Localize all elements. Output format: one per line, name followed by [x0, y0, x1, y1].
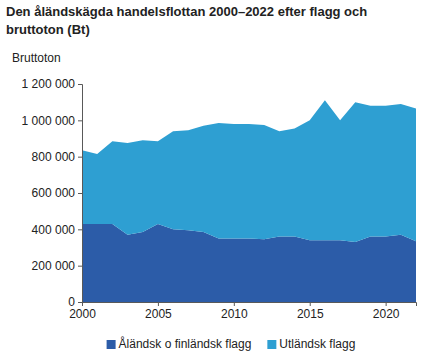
y-tick-label: 600 000	[32, 186, 76, 200]
title: Den åländskägda handelsflottan 2000–2022…	[6, 4, 367, 37]
title-line: Den åländskägda handelsflottan 2000–2022…	[6, 4, 367, 19]
y-tick-label: 800 000	[32, 150, 76, 164]
x-tick-mark	[82, 302, 83, 306]
y-tick: 200 000	[32, 259, 82, 273]
y-axis-line	[78, 85, 83, 303]
x-tick: 2020	[373, 302, 400, 321]
x-axis-line	[83, 303, 417, 307]
area-series	[82, 100, 416, 242]
x-tick-label: 2015	[297, 307, 324, 321]
y-tick-label: 1 000 000	[22, 114, 76, 128]
x-tick-mark	[158, 302, 159, 306]
plot: 0200 000400 000600 000800 0001 000 0001 …	[22, 77, 417, 320]
y-tick-label: 200 000	[32, 259, 76, 273]
x-tick-label: 2000	[69, 307, 96, 321]
legend-swatch	[267, 340, 276, 349]
legend-item: Åländsk o finländsk flagg	[107, 336, 252, 351]
y-tick: 1 200 000	[22, 77, 82, 91]
x-tick-label: 2020	[373, 307, 400, 321]
legend-label: Åländsk o finländsk flagg	[119, 336, 252, 351]
x-tick-mark	[386, 302, 387, 306]
x-tick: 2000	[69, 302, 96, 321]
x-tick-mark	[234, 302, 235, 306]
areas	[82, 100, 416, 302]
x-tick-mark	[310, 302, 311, 306]
legend-item: Utländsk flagg	[267, 337, 355, 351]
y-tick-mark	[78, 302, 82, 303]
x-tick-label: 2010	[221, 307, 248, 321]
x-axis: 2000 2005 2010 2015 2020	[69, 302, 416, 321]
y-tick-mark	[78, 84, 82, 85]
chart: Den åländskägda handelsflottan 2000–2022…	[0, 0, 422, 360]
x-tick-label: 2005	[145, 307, 172, 321]
y-tick: 400 000	[32, 223, 82, 237]
y-tick-label: 400 000	[32, 223, 76, 237]
y-tick-mark	[78, 266, 82, 267]
x-tick: 2015	[297, 302, 324, 321]
y-tick: 800 000	[32, 150, 82, 164]
x-tick: 2010	[221, 302, 248, 321]
y-tick-mark	[78, 120, 82, 121]
x-tick: 2005	[145, 302, 172, 321]
y-tick-mark	[78, 157, 82, 158]
y-tick: 1 000 000	[22, 114, 82, 128]
y-tick-label: 1 200 000	[22, 77, 76, 91]
legend-swatch	[107, 340, 116, 349]
y-axis-title: Bruttoton	[12, 51, 61, 65]
y-axis: 0200 000400 000600 000800 0001 000 0001 …	[22, 77, 83, 309]
legend: Åländsk o finländsk flagg Utländsk flagg	[107, 336, 356, 351]
legend-label: Utländsk flagg	[279, 337, 355, 351]
y-tick: 600 000	[32, 186, 82, 200]
y-tick-mark	[78, 229, 82, 230]
y-tick-mark	[78, 193, 82, 194]
title-line: bruttoton (Bt)	[6, 22, 90, 37]
